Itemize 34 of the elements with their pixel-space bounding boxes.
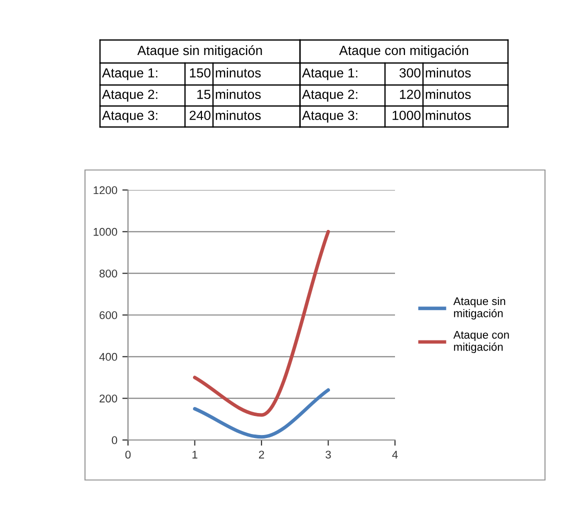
text: 300 xyxy=(399,68,420,78)
text: 120 xyxy=(400,90,420,100)
text: Ataque 1: xyxy=(102,68,158,80)
text: minutos xyxy=(426,68,471,78)
y-tick-label: 1000 xyxy=(94,228,118,236)
text: 240 xyxy=(190,110,210,120)
text: Ataque 2: xyxy=(302,90,358,102)
text: Ataque 3: xyxy=(302,110,358,123)
text: minutos xyxy=(426,89,471,100)
y-tick-label: 800 xyxy=(100,270,118,278)
x-tick-label: 0 xyxy=(125,450,131,459)
x-tick-label: 2 xyxy=(258,450,264,458)
text: minutos xyxy=(426,110,471,120)
y-tick-label: 1200 xyxy=(94,186,118,194)
text: minutos xyxy=(216,68,261,78)
text: 1000 xyxy=(392,110,420,120)
y-tick-label: 400 xyxy=(99,352,118,361)
text: minutos xyxy=(216,110,261,120)
y-tick-label: 0 xyxy=(112,436,118,444)
text: Ataque 3: xyxy=(102,110,158,123)
y-tick-label: 200 xyxy=(100,394,118,402)
text: Ataque sin mitigación xyxy=(137,45,262,58)
text: Ataque con mitigación xyxy=(339,45,468,58)
x-tick-label: 4 xyxy=(392,450,398,458)
x-tick-label: 3 xyxy=(326,450,331,459)
text: Ataque 1: xyxy=(302,68,358,80)
y-tick-label: 600 xyxy=(100,311,118,320)
text: minutos xyxy=(216,89,261,100)
x-tick-label: 1 xyxy=(192,450,198,458)
legend-label: Ataque con mitigación xyxy=(453,330,509,354)
text: Ataque 2: xyxy=(102,90,158,102)
text: 15 xyxy=(197,90,210,100)
legend-label: Ataque sin mitigación xyxy=(453,296,506,320)
text: 150 xyxy=(190,68,210,78)
